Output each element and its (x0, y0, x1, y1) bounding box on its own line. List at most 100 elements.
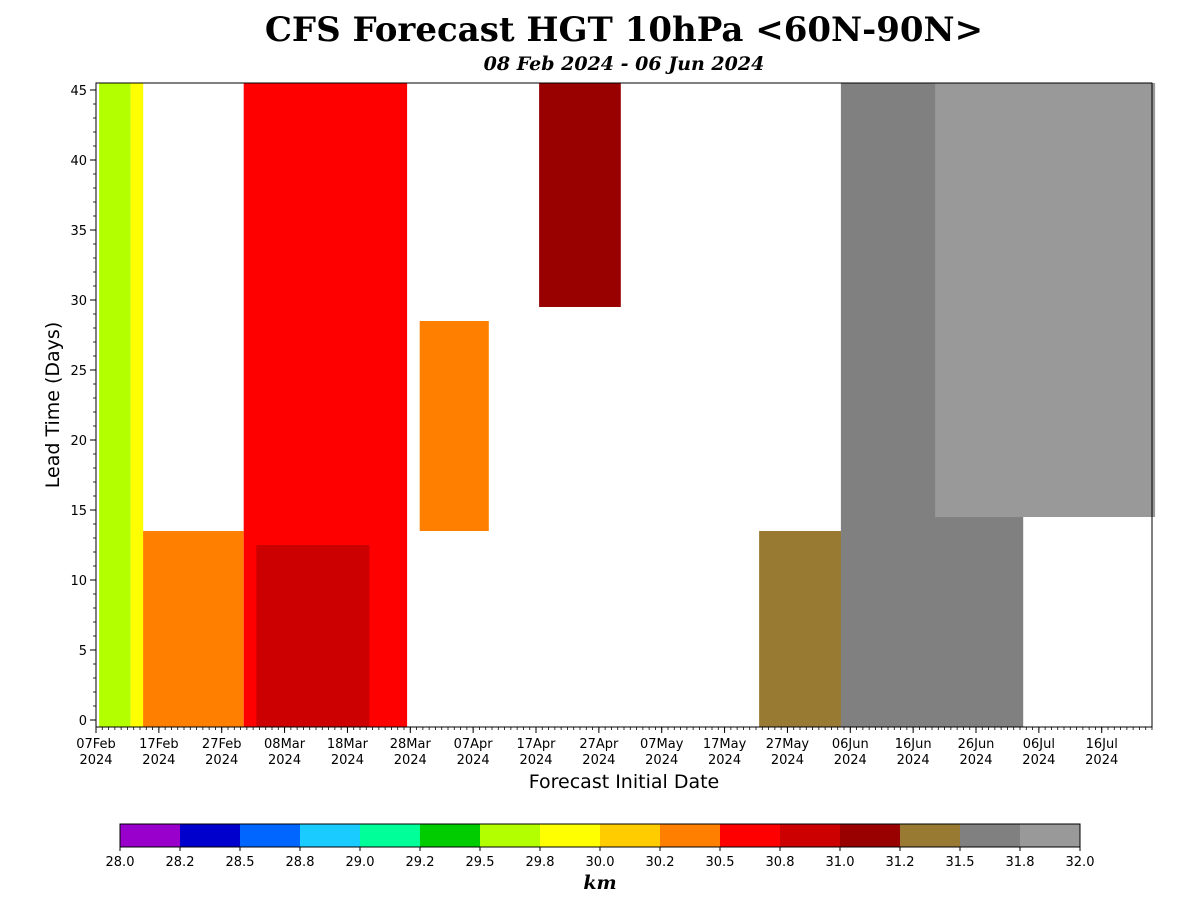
heatmap-cell (130, 657, 144, 671)
heatmap-cell (935, 461, 1156, 475)
heatmap-cell (256, 545, 370, 559)
heatmap-cell (256, 685, 370, 699)
heatmap-cell (256, 629, 370, 643)
heatmap-cell (759, 685, 854, 699)
heatmap-cell (539, 125, 621, 139)
colorbar-tick-label: 29.8 (526, 855, 555, 870)
colorbar-tick-label: 28.2 (166, 855, 195, 870)
heatmap-cell (935, 279, 1156, 293)
heatmap-cell (130, 349, 144, 363)
x-tick-label: 18Mar (327, 737, 369, 752)
heatmap-cell (99, 601, 131, 615)
colorbar-tick-label: 31.8 (1006, 855, 1035, 870)
x-tick-year: 2024 (708, 753, 741, 768)
x-tick-label: 07Apr (454, 737, 494, 752)
heatmap-cell (759, 559, 854, 573)
x-tick-year: 2024 (959, 753, 992, 768)
heatmap-cell (243, 139, 408, 153)
heatmap-cell (243, 223, 408, 237)
heatmap-cell (143, 629, 244, 643)
heatmap-cell (539, 153, 621, 167)
heatmap-cell (99, 321, 131, 335)
heatmap-cell (243, 475, 408, 489)
y-tick-label: 15 (70, 504, 87, 519)
heatmap-cell (539, 209, 621, 223)
colorbar-swatch (1020, 824, 1080, 847)
heatmap-cell (419, 517, 489, 531)
heatmap-cell (130, 363, 144, 377)
heatmap-cell (243, 279, 408, 293)
heatmap-cell (419, 363, 489, 377)
heatmap-cell (243, 405, 408, 419)
x-tick-year: 2024 (331, 753, 364, 768)
heatmap-cell (99, 307, 131, 321)
heatmap-cell (99, 153, 131, 167)
heatmap-cell (840, 601, 1024, 615)
x-tick-label: 27Feb (202, 737, 242, 752)
colorbar-tick-label: 31.5 (946, 855, 975, 870)
heatmap-cell (130, 209, 144, 223)
heatmap-cell (840, 615, 1024, 629)
colorbar-swatch (840, 824, 900, 847)
colorbar-swatch (600, 824, 660, 847)
heatmap-cell (935, 321, 1156, 335)
heatmap-cell (256, 713, 370, 727)
chart-title: CFS Forecast HGT 10hPa <60N-90N> (265, 10, 983, 50)
heatmap-cell (935, 503, 1156, 517)
heatmap-cell (419, 447, 489, 461)
heatmap-cell (256, 587, 370, 601)
heatmap-cell (130, 125, 144, 139)
colorbar-tick-label: 29.0 (346, 855, 375, 870)
x-tick-label: 28Mar (390, 737, 432, 752)
heatmap-cell (130, 251, 144, 265)
heatmap-cell (935, 307, 1156, 321)
heatmap-cell (143, 559, 244, 573)
heatmap-cell (256, 601, 370, 615)
heatmap-cell (243, 181, 408, 195)
heatmap-cell (99, 391, 131, 405)
heatmap-cell (419, 461, 489, 475)
heatmap-cell (419, 503, 489, 517)
heatmap-cell (256, 671, 370, 685)
heatmap-cell (935, 433, 1156, 447)
heatmap-cell (243, 237, 408, 251)
heatmap-cell (539, 181, 621, 195)
heatmap-cell (130, 391, 144, 405)
heatmap-cell (130, 321, 144, 335)
heatmap-cell (935, 363, 1156, 377)
x-tick-year: 2024 (142, 753, 175, 768)
chart-subtitle: 08 Feb 2024 - 06 Jun 2024 (484, 53, 765, 75)
heatmap (99, 83, 1156, 727)
heatmap-cell (99, 531, 131, 545)
colorbar-tick-label: 28.5 (226, 855, 255, 870)
heatmap-cell (130, 629, 144, 643)
heatmap-cell (243, 321, 408, 335)
colorbar-swatch (120, 824, 180, 847)
heatmap-cell (256, 559, 370, 573)
heatmap-cell (243, 167, 408, 181)
x-tick-year: 2024 (645, 753, 678, 768)
x-tick-label: 27May (766, 737, 810, 752)
heatmap-cell (759, 531, 854, 545)
heatmap-cell (99, 279, 131, 293)
heatmap-cell (143, 657, 244, 671)
heatmap-cell (130, 545, 144, 559)
x-tick-year: 2024 (394, 753, 427, 768)
heatmap-cell (840, 587, 1024, 601)
heatmap-cell (243, 447, 408, 461)
heatmap-cell (99, 713, 131, 727)
heatmap-cell (256, 615, 370, 629)
heatmap-cell (935, 97, 1156, 111)
heatmap-cell (256, 643, 370, 657)
heatmap-cell (99, 433, 131, 447)
heatmap-cell (130, 559, 144, 573)
heatmap-cell (419, 335, 489, 349)
heatmap-cell (759, 615, 854, 629)
heatmap-cell (130, 699, 144, 713)
colorbar-tick-label: 31.2 (886, 855, 915, 870)
heatmap-cell (99, 671, 131, 685)
heatmap-cell (759, 545, 854, 559)
colorbar-swatch (540, 824, 600, 847)
colorbar-tick-label: 28.0 (106, 855, 135, 870)
